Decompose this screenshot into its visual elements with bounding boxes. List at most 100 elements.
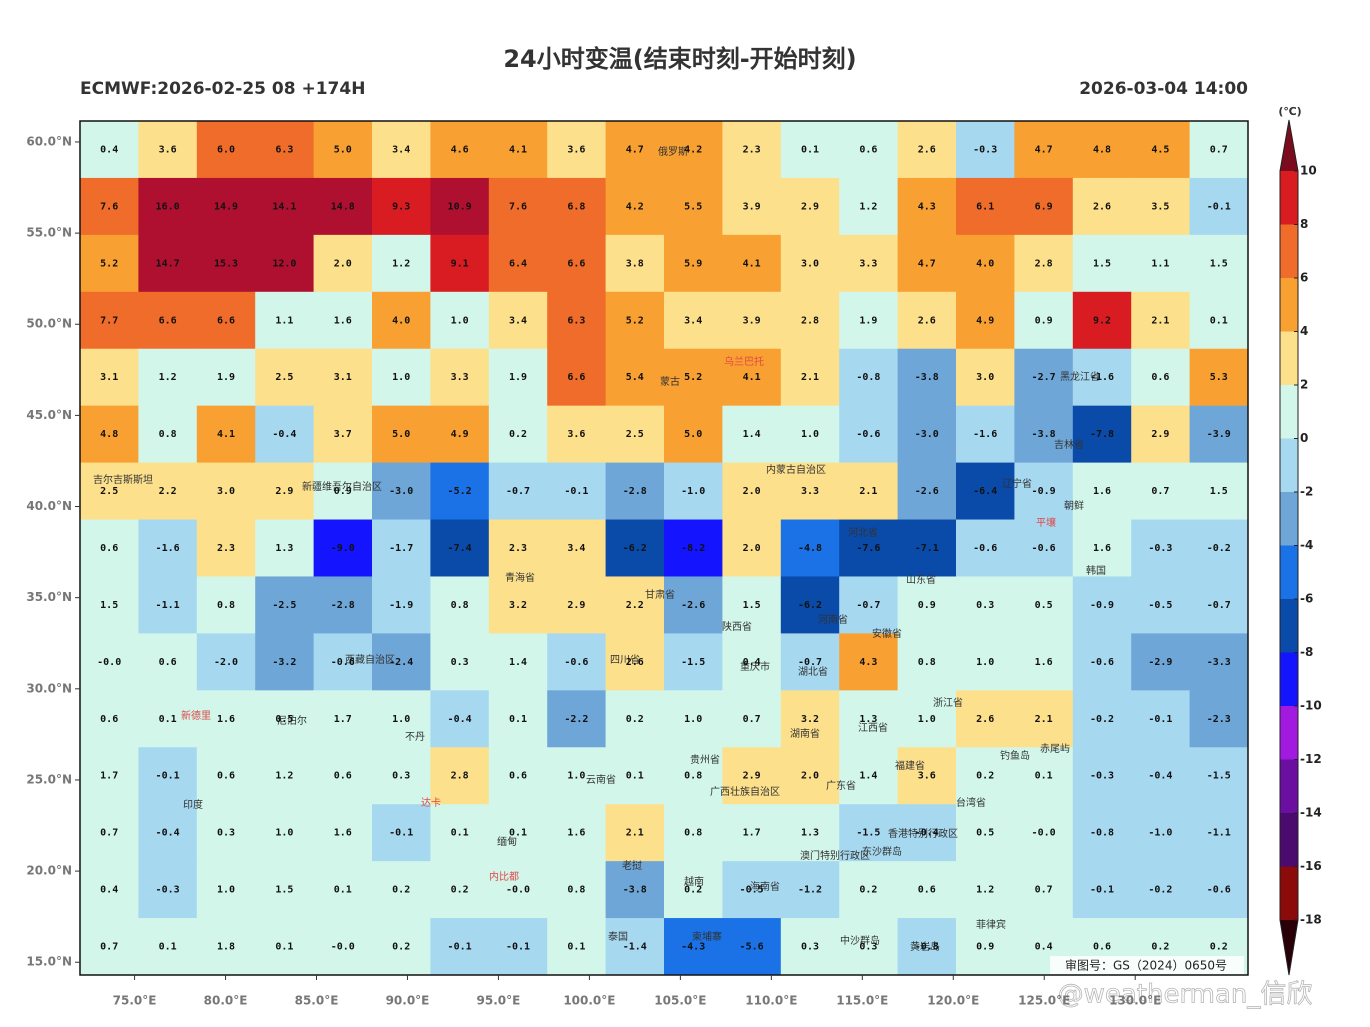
colorbar-tick-label: 6 xyxy=(1300,271,1308,285)
place-label: 河南省 xyxy=(818,613,848,626)
grid-value: 2.5 xyxy=(100,486,118,497)
grid-value: 1.2 xyxy=(859,201,877,212)
grid-value: -0.4 xyxy=(915,828,939,839)
field-cell xyxy=(80,348,139,407)
colorbar-tick-label: -18 xyxy=(1300,913,1322,927)
grid-value: 6.3 xyxy=(275,144,293,155)
colorbar-tick-label: -2 xyxy=(1300,485,1313,499)
x-tick-label: 75.0°E xyxy=(113,994,157,1008)
field-cell xyxy=(1014,348,1074,407)
grid-value: 4.1 xyxy=(509,144,527,155)
place-label: 陕西省 xyxy=(722,620,752,633)
grid-value: 5.0 xyxy=(392,429,410,440)
grid-value: 0.1 xyxy=(801,144,819,155)
field-cell xyxy=(488,747,548,805)
field-cell xyxy=(722,348,782,407)
grid-value: 3.9 xyxy=(743,201,761,212)
place-label: 达卡 xyxy=(421,796,441,809)
grid-value: -0.6 xyxy=(856,429,880,440)
field-cell xyxy=(722,462,782,521)
grid-value: 0.5 xyxy=(976,828,994,839)
field-cell xyxy=(430,861,490,919)
grid-value: 0.8 xyxy=(684,771,702,782)
field-cell xyxy=(664,747,723,805)
x-tick-label: 115.0°E xyxy=(836,994,888,1008)
field-cell xyxy=(1014,121,1074,179)
field-cell xyxy=(1131,861,1191,919)
grid-value: 2.9 xyxy=(743,771,761,782)
grid-value: 14.8 xyxy=(331,201,355,212)
field-cell xyxy=(1131,519,1191,577)
field-cell xyxy=(780,121,840,179)
x-tick-label: 80.0°E xyxy=(204,994,248,1008)
field-cell xyxy=(722,405,782,464)
grid-value: 0.9 xyxy=(976,942,994,953)
grid-value: 0.7 xyxy=(100,942,118,953)
field-cell xyxy=(664,405,723,464)
grid-value: 6.6 xyxy=(567,258,585,269)
grid-value: -3.3 xyxy=(1207,657,1231,668)
grid-value: 0.5 xyxy=(275,714,293,725)
field-cell xyxy=(956,747,1015,805)
grid-value: -0.0 xyxy=(1032,828,1056,839)
field-cell xyxy=(488,576,548,634)
field-cell xyxy=(372,747,431,805)
field-cell xyxy=(138,804,198,862)
watermark: @weatherman_信欣 xyxy=(1058,980,1313,1010)
field-cell xyxy=(722,804,782,862)
grid-value: -3.8 xyxy=(623,885,647,896)
grid-value: 2.0 xyxy=(801,771,819,782)
field-cell xyxy=(488,918,548,976)
field-cell xyxy=(605,348,665,407)
field-cell xyxy=(80,633,139,691)
field-cell xyxy=(605,462,665,521)
colorbar-box xyxy=(1280,331,1298,385)
field-cell xyxy=(430,804,490,862)
grid-value: 0.1 xyxy=(159,714,177,725)
place-label: 贵州省 xyxy=(690,753,720,766)
field-cell xyxy=(1072,690,1132,748)
note-box xyxy=(1050,956,1244,974)
colorbar-box xyxy=(1280,866,1298,920)
grid-value: 6.8 xyxy=(567,201,585,212)
grid-value: 0.3 xyxy=(859,942,877,953)
field-cell xyxy=(138,633,198,691)
field-cell xyxy=(547,918,607,976)
field-cell xyxy=(780,348,840,407)
grid-value: -3.8 xyxy=(915,372,939,383)
grid-value: 2.8 xyxy=(1035,258,1053,269)
field-cell xyxy=(547,804,607,862)
grid-value: 9.3 xyxy=(392,201,410,212)
place-label: 平壤 xyxy=(1036,516,1056,529)
place-label: 内蒙古自治区 xyxy=(766,463,826,476)
grid-value: 0.7 xyxy=(1035,885,1053,896)
field-cell xyxy=(1072,348,1132,407)
field-cell xyxy=(1072,462,1132,521)
grid-value: 2.1 xyxy=(1151,315,1169,326)
grid-value: 0.1 xyxy=(1210,315,1228,326)
field-cell xyxy=(722,690,782,748)
field-cell xyxy=(430,348,490,407)
field-cell xyxy=(138,918,198,976)
grid-value: 1.0 xyxy=(392,372,410,383)
field-cell xyxy=(196,804,256,862)
field-cell xyxy=(80,804,139,862)
field-cell xyxy=(1014,519,1074,577)
field-cell xyxy=(897,804,957,862)
field-cell xyxy=(488,348,548,407)
grid-value: 5.0 xyxy=(684,429,702,440)
grid-value: 3.6 xyxy=(159,144,177,155)
field-cell xyxy=(780,861,840,919)
field-cell xyxy=(255,348,315,407)
grid-value: 0.2 xyxy=(976,771,994,782)
grid-value: -2.6 xyxy=(681,600,705,611)
grid-value: 3.8 xyxy=(626,258,644,269)
grid-value: 0.1 xyxy=(509,828,527,839)
grid-value: 3.4 xyxy=(567,543,585,554)
grid-value: -0.6 xyxy=(1207,885,1231,896)
grid-value: 2.8 xyxy=(801,315,819,326)
field-cell xyxy=(839,633,899,691)
grid-value: 2.1 xyxy=(859,486,877,497)
grid-value: 9.1 xyxy=(451,258,469,269)
grid-value: 1.5 xyxy=(100,600,118,611)
